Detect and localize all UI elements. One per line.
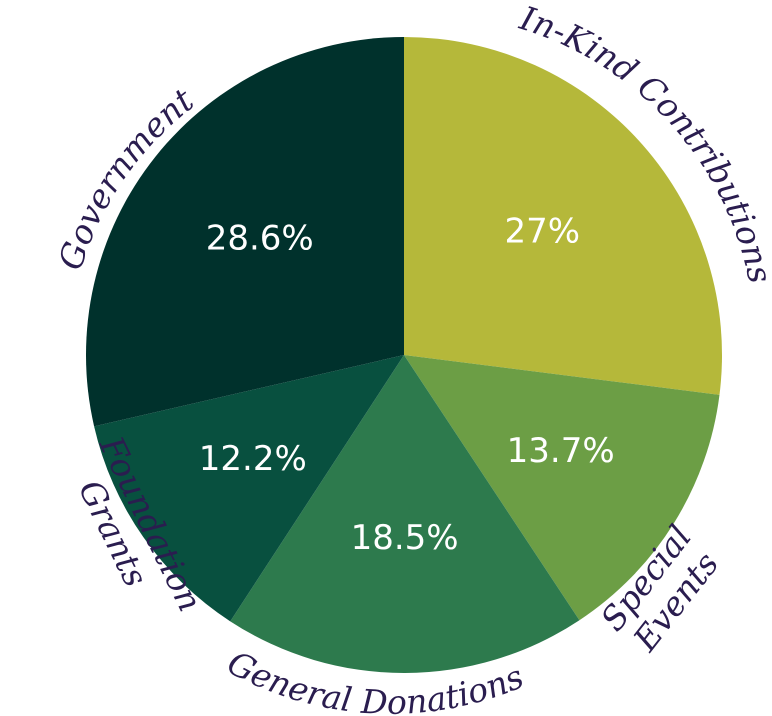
pie-slice-2	[230, 355, 580, 673]
slice-value-label-0: 27%	[505, 212, 581, 252]
pie-slices	[86, 37, 722, 673]
slice-value-label-2: 18.5%	[351, 518, 459, 558]
slice-value-label-4: 28.6%	[206, 219, 314, 259]
pie-slice-1	[404, 355, 720, 621]
slice-value-label-1: 13.7%	[507, 431, 615, 471]
percentage-labels: 27% 13.7% 18.5% 12.2% 28.6%	[199, 212, 615, 558]
pie-slice-3	[94, 355, 404, 622]
slice-value-label-3: 12.2%	[199, 439, 307, 479]
pie-slice-4	[86, 37, 405, 427]
pie-slice-0	[404, 37, 722, 395]
